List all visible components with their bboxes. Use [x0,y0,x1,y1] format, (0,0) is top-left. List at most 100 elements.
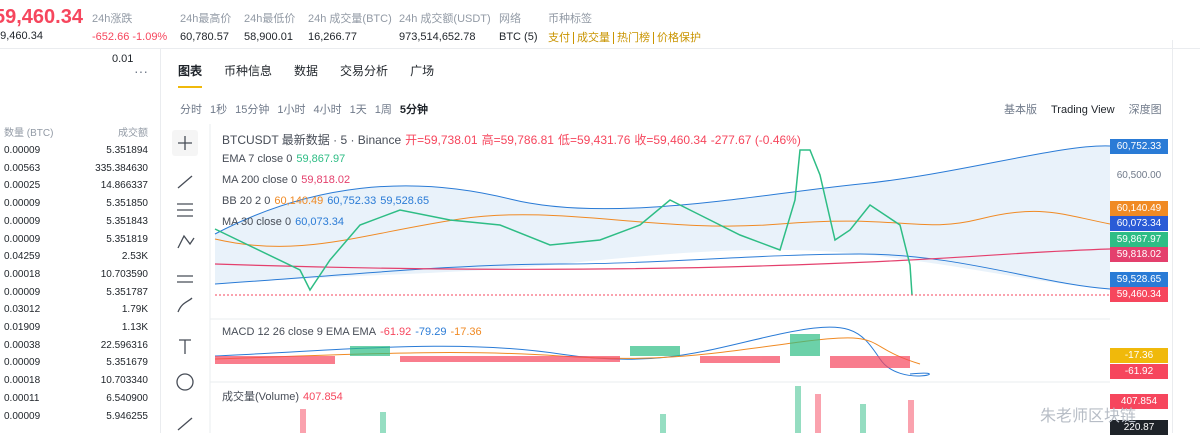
stat: 24h最低价 58,900.01 [244,10,295,43]
price-label: 59,818.02 [1110,247,1168,262]
quantity: 0.00563 [4,162,41,174]
quantity: 0.00009 [4,357,41,369]
more-icon[interactable]: ··· [134,63,148,79]
stat-label: 币种标签 [548,13,592,25]
order-row: 0.00009 5.351819 [0,234,148,251]
amount: 5.946255 [106,410,148,422]
timeframes: 分时 1秒 15分钟 1小时 4小时 1天 1周 5分钟 [180,101,436,117]
tab[interactable]: 币种信息 [224,64,273,78]
price-label: 407.854 [1110,394,1168,409]
ohlc: -277.67 (-0.46%) [710,133,801,147]
ohlc: 高=59,786.81 [481,133,554,147]
quantity: 0.00038 [4,339,41,351]
tag[interactable]: 价格保护 [653,32,701,44]
price-label: 220.87 [1110,420,1168,435]
order-row: 0.00018 10.703340 [0,375,148,392]
order-row: 0.00018 10.703590 [0,269,148,286]
stat-label: 24h 成交量(BTC) [308,13,392,25]
price-label: -61.92 [1110,364,1168,379]
view[interactable]: 深度图 [1128,104,1162,116]
tab[interactable]: 交易分析 [340,64,389,78]
bb-lower [214,253,1111,290]
price-label: 59,460.34 [1110,287,1168,302]
quantity: 0.00009 [4,286,41,298]
timeframe[interactable]: 1小时 [277,104,306,116]
order-row: 0.00009 5.351679 [0,357,148,374]
order-row: 0.00011 6.540900 [0,393,148,410]
order-row: 0.00009 5.351843 [0,216,148,233]
tab[interactable]: 图表 [178,64,203,88]
view[interactable]: Trading View [1051,104,1115,116]
order-row: 0.00025 14.866337 [0,180,148,197]
timeframe[interactable]: 5分钟 [399,104,428,116]
legend-row: MA 200 close 0 59,818.02 [222,174,354,186]
right-sidebar [1172,40,1200,433]
price-label: 60,073.34 [1110,216,1168,231]
indicator-name: BB 20 2 0 [222,195,271,207]
price-line [214,149,913,296]
tab[interactable]: 广场 [410,64,435,78]
ma200 [214,248,1111,270]
bb-band [215,145,1110,289]
indicator-value: -17.36 [450,326,482,338]
amount: 5.351787 [106,286,148,298]
indicator-value: -79.29 [415,326,447,338]
tag[interactable]: 成交量 [573,32,610,44]
quantity: 0.03012 [4,304,41,316]
quantity: 0.00009 [4,410,41,422]
column-header: 成交额 [118,128,148,139]
order-row: 0.00009 5.946255 [0,411,148,428]
amount: 5.351679 [106,357,148,369]
amount: 10.703590 [100,268,148,280]
indicator-value: 407.854 [303,391,343,403]
timeframe[interactable]: 分时 [180,104,202,116]
price-sub: 59,460.34 [0,30,43,42]
amount: 2.53K [121,251,148,263]
stat: 24h 成交额(USDT) 973,514,652.78 [399,10,491,43]
price-label: 59,528.65 [1110,272,1168,287]
tag[interactable]: 支付 [548,32,570,44]
amount: 5.351894 [106,145,148,156]
timeframe[interactable]: 1天 [349,104,367,116]
view[interactable]: 基本版 [1004,104,1037,116]
volume-bars-neg [300,394,914,433]
tab[interactable]: 数据 [294,64,319,78]
quantity: 0.00009 [4,198,41,210]
stat-value: -652.66 -1.09% [92,31,168,43]
order-row: 0.00563 335.384630 [0,163,148,180]
indicator-value: 60,140.49 [274,195,324,207]
timeframe[interactable]: 4小时 [313,104,342,116]
timeframe[interactable]: 1周 [374,104,392,116]
tabs: 图表 币种信息 数据 交易分析 广场 [178,62,456,88]
legend-row: BB 20 2 0 60,140.49 60,752.33 59,528.65 [222,195,433,207]
quantity: 0.00025 [4,180,41,192]
amount: 6.540900 [106,392,148,404]
indicator-value: 59,867.97 [296,153,346,165]
amount: 22.596316 [100,339,148,351]
timeframe[interactable]: 1秒 [210,104,228,116]
quantity: 0.00009 [4,145,41,156]
legend-row: EMA 7 close 0 59,867.97 [222,153,349,165]
quantity: 0.04259 [4,251,41,263]
legend-row: 成交量(Volume) 407.854 [222,388,347,404]
amount: 5.351819 [106,233,148,245]
price-label: 60,140.49 [1110,201,1168,216]
precision[interactable]: 0.01 [112,53,134,65]
quantity: 0.01909 [4,322,41,333]
order-book: ··· [0,49,161,433]
order-row: 0.00009 5.351787 [0,287,148,304]
ohlc: 收=59,460.34 [634,133,707,147]
indicator-name: MACD 12 26 close 9 EMA EMA [222,326,377,338]
price-label: 60,752.33 [1110,139,1168,154]
amount: 1.13K [121,322,148,333]
watermark: 朱老师区块链 [1040,408,1137,425]
indicator-value: 60,073.34 [295,216,345,228]
column-header: 数量 (BTC) [4,128,54,139]
ma30 [214,210,1111,247]
order-row: 0.03012 1.79K [0,304,148,321]
timeframe[interactable]: 15分钟 [235,104,270,116]
tag[interactable]: 热门榜 [613,32,650,44]
legend-row: MACD 12 26 close 9 EMA EMA -61.92 -79.29 -1… [222,326,486,338]
quantity: 0.00018 [4,268,41,280]
